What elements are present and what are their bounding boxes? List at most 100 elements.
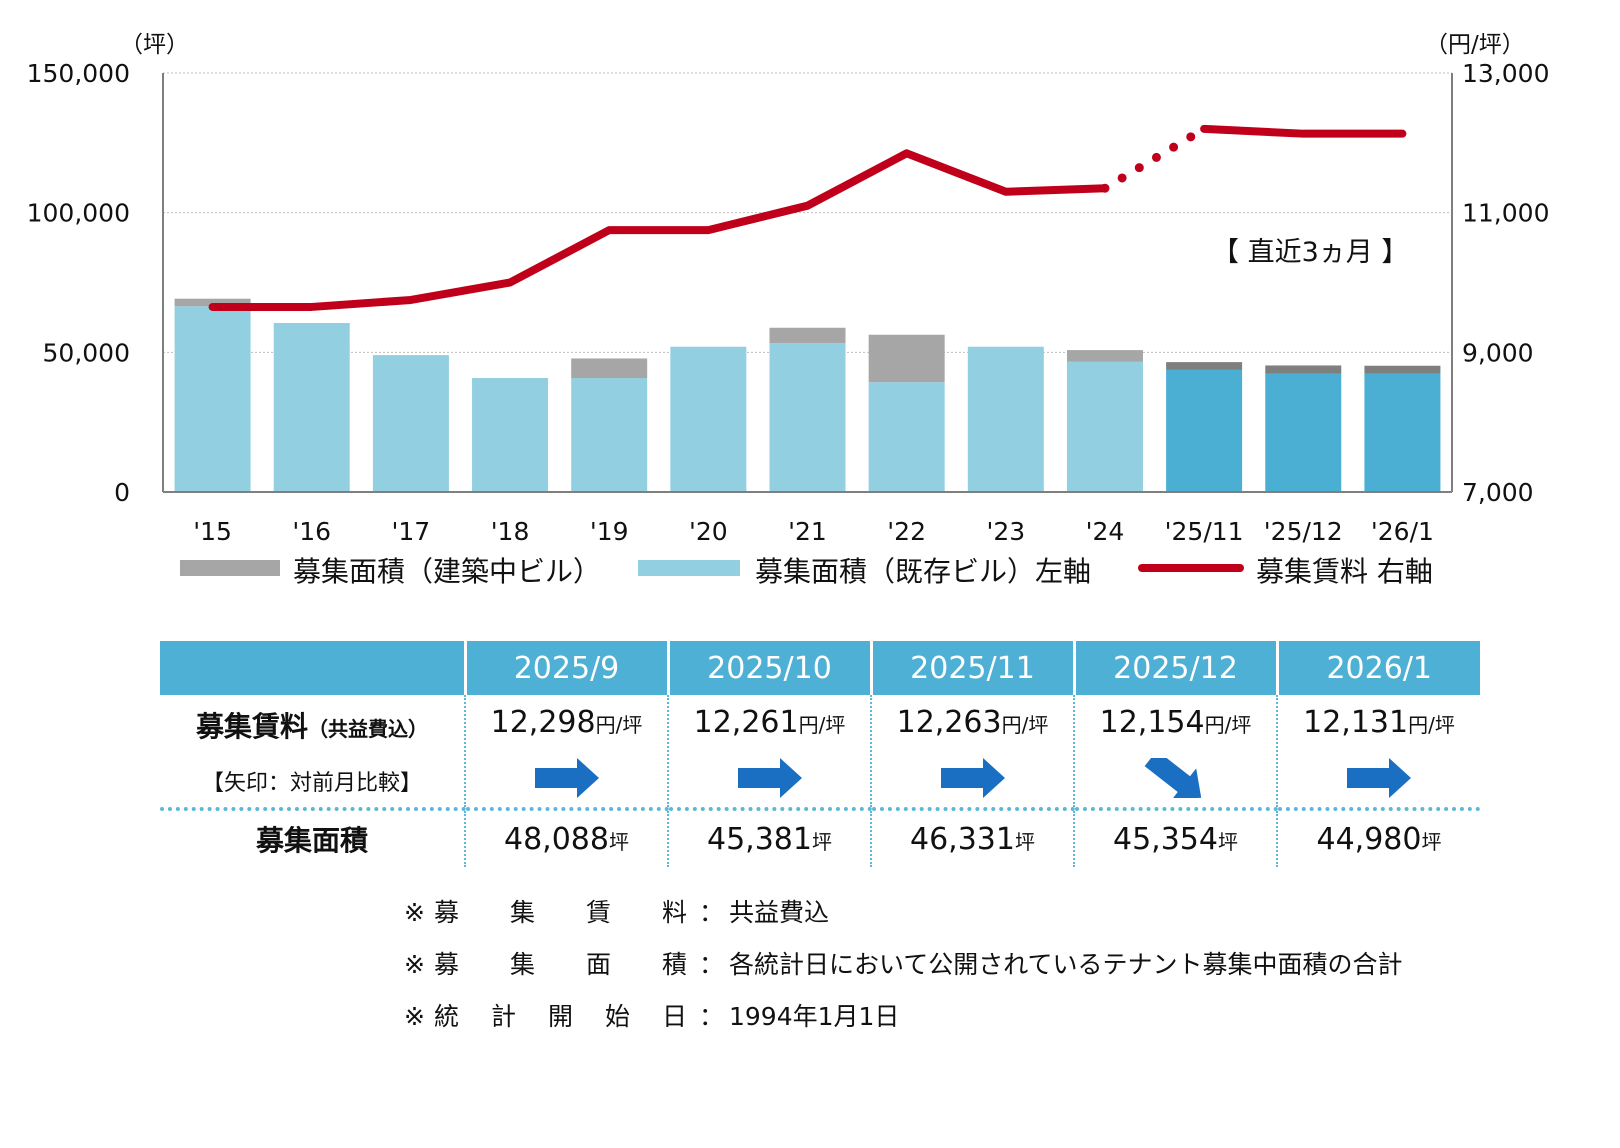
bar-existing [273,323,350,492]
area-value: 45,381 [707,821,812,857]
bar-construction [868,334,945,383]
note-text: 各統計日において公開されているテナント募集中面積の合計 [729,950,1403,979]
bar-existing [1265,373,1342,492]
rent-unit: 円/坪 [1001,712,1049,737]
note-mark: ※ [404,950,425,979]
x-tick-label: '18 [491,517,530,546]
rent-cell: 12,298円/坪 [465,695,669,811]
right-axis-unit: （円/坪） [1425,32,1525,58]
note-text: 1994年1月1日 [729,1002,900,1031]
legend-swatch-existing [638,560,740,576]
rent-unit: 円/坪 [798,712,846,737]
legend: 募集面積（建築中ビル） 募集面積（既存ビル）左軸 募集賃料 右軸 [180,555,1433,588]
x-tick-label: '25/11 [1165,517,1244,546]
rent-label: 募集賃料 [195,710,308,743]
x-tick-label: '16 [292,517,331,546]
bar-construction [1265,365,1342,374]
arrow-right-icon [534,757,599,798]
note-label-char: 集 [509,950,535,979]
note-label-char: 賃 [585,898,611,927]
area-unit: 坪 [1014,829,1035,854]
bar-existing [1364,373,1441,492]
area-unit: 坪 [1217,829,1238,854]
note-label-char: 募 [434,898,460,927]
bar-construction [571,358,648,379]
legend-swatch-construction [180,560,280,576]
rent-line-recent [1200,124,1407,138]
table-row-area: 募集面積 48,088坪 45,381坪 46,331坪 45,354坪 44,… [160,809,1480,867]
area-row-head: 募集面積 [160,809,466,867]
rent-area-chart: 0 7,000 50,000 9,000 100,000 11,000 150,000 13,… [27,32,1550,588]
x-tick-label: '20 [689,517,728,546]
note-colon: ： [699,950,725,979]
rent-cell: 12,263円/坪 [871,695,1075,811]
area-value: 46,331 [910,821,1015,857]
rent-cell: 12,131円/坪 [1277,695,1480,811]
area-unit: 坪 [608,829,629,854]
x-tick-label: '25/12 [1264,517,1343,546]
arrow-down-right-icon [1144,757,1208,798]
left-tick-label: 100,000 [27,199,130,228]
left-tick-label: 0 [114,478,130,507]
footnotes: ※ 募集賃料 ： 共益費込 ※ 募集面積 ： 各統計日において公開されているテナ… [404,898,1403,1054]
rent-line-dotted [1100,124,1209,193]
area-value: 45,354 [1113,821,1218,857]
bar-construction [1066,350,1143,362]
rent-unit: 円/坪 [595,712,643,737]
note-label: 募集賃料 [434,898,699,950]
x-tick-label: '26/1 [1371,517,1434,546]
area-cell: 45,381坪 [668,809,872,867]
note-rent: ※ 募 集 賃 料 ： 共益費込 [404,898,1403,950]
note-label-char: 開 [547,1002,573,1031]
area-unit: 坪 [1421,829,1442,854]
note-label-char: 積 [661,950,687,979]
note-area: ※ 募 集 面 積 ： 各統計日において公開されているテナント募集中面積の合計 [404,950,1403,1002]
table-header-month: 2025/11 [871,641,1076,695]
note-colon: ： [699,898,725,927]
bar-existing [868,382,945,492]
x-tick-label: '15 [193,517,232,546]
note-label-char: 始 [604,1002,630,1031]
rent-unit: 円/坪 [1204,712,1252,737]
summary-table: 2025/9 2025/10 2025/11 2025/12 2026/1 募集… [160,641,1480,867]
bar-existing [174,306,251,492]
note-label-char: 計 [490,1002,516,1031]
note-label-char: 日 [661,1002,687,1031]
arrow-right-icon [1347,757,1411,798]
table-header-blank [160,641,467,695]
x-tick-label: '17 [392,517,431,546]
area-cell: 48,088坪 [465,809,669,867]
rent-line [208,149,1109,311]
legend-label-rent: 募集賃料 右軸 [1256,555,1433,588]
arrow-right-icon [940,757,1005,798]
rent-cell: 12,261円/坪 [668,695,872,811]
bar-construction [1166,362,1243,370]
left-axis-unit: （坪） [120,32,189,58]
area-label: 募集面積 [255,824,368,857]
rent-unit: 円/坪 [1408,712,1455,737]
rent-value: 12,131 [1303,704,1409,740]
rent-label-note: （共益費込） [308,717,428,741]
legend-label-existing: 募集面積（既存ビル）左軸 [755,555,1091,588]
note-label-char: 募 [434,950,460,979]
bar-construction [1364,365,1441,374]
table-header-month: 2025/12 [1074,641,1279,695]
right-tick-label: 9,000 [1462,338,1534,367]
bar-construction [769,327,846,344]
x-tick-label: '23 [986,517,1025,546]
arrow-right-icon [737,757,802,798]
right-tick-label: 13,000 [1462,59,1549,88]
area-value: 44,980 [1316,821,1422,857]
rent-value: 12,263 [896,704,1002,740]
table-header-month: 2025/9 [465,641,670,695]
area-cell: 46,331坪 [871,809,1075,867]
note-mark: ※ [404,898,425,927]
note-label-char: 料 [661,898,687,927]
right-tick-label: 7,000 [1462,478,1534,507]
bar-existing [670,346,747,492]
area-cell: 45,354坪 [1074,809,1278,867]
x-tick-label: '19 [590,517,629,546]
table-header-month: 2025/10 [668,641,873,695]
bar-existing [1066,361,1143,492]
note-label: 募集面積 [434,950,699,1002]
